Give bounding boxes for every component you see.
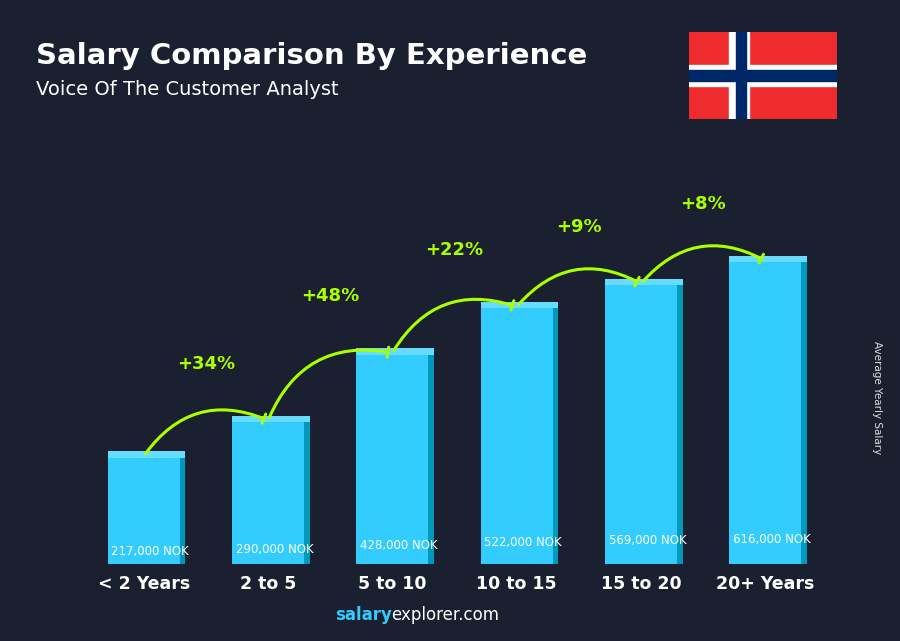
Bar: [304, 422, 310, 564]
Bar: [688, 70, 837, 81]
Bar: [553, 308, 558, 564]
Text: 522,000 NOK: 522,000 NOK: [484, 536, 562, 549]
Text: Salary Comparison By Experience: Salary Comparison By Experience: [36, 42, 587, 70]
Text: +48%: +48%: [302, 287, 359, 305]
Text: +8%: +8%: [680, 195, 726, 213]
Text: 569,000 NOK: 569,000 NOK: [608, 535, 686, 547]
Text: +22%: +22%: [426, 241, 483, 259]
Bar: [605, 279, 682, 285]
Text: +34%: +34%: [177, 354, 235, 372]
Text: salary: salary: [335, 606, 392, 624]
Text: 428,000 NOK: 428,000 NOK: [360, 538, 437, 551]
Bar: [232, 422, 304, 564]
Bar: [108, 458, 180, 564]
Bar: [688, 65, 837, 86]
Text: +9%: +9%: [556, 218, 601, 236]
Bar: [108, 451, 185, 458]
Bar: [356, 354, 428, 564]
Bar: [428, 354, 434, 564]
Text: Average Yearly Salary: Average Yearly Salary: [872, 341, 883, 454]
Text: 616,000 NOK: 616,000 NOK: [733, 533, 811, 546]
Text: 290,000 NOK: 290,000 NOK: [236, 542, 313, 556]
Bar: [180, 458, 185, 564]
Text: 217,000 NOK: 217,000 NOK: [112, 545, 189, 558]
Bar: [677, 285, 682, 564]
Bar: [729, 32, 749, 119]
Bar: [729, 262, 801, 564]
Bar: [481, 302, 558, 308]
Bar: [729, 256, 807, 262]
Bar: [801, 262, 806, 564]
Bar: [356, 348, 434, 354]
Bar: [605, 285, 677, 564]
Bar: [481, 308, 553, 564]
Bar: [232, 416, 310, 422]
Text: explorer.com: explorer.com: [392, 606, 500, 624]
Bar: [736, 32, 746, 119]
Text: Voice Of The Customer Analyst: Voice Of The Customer Analyst: [36, 80, 338, 99]
